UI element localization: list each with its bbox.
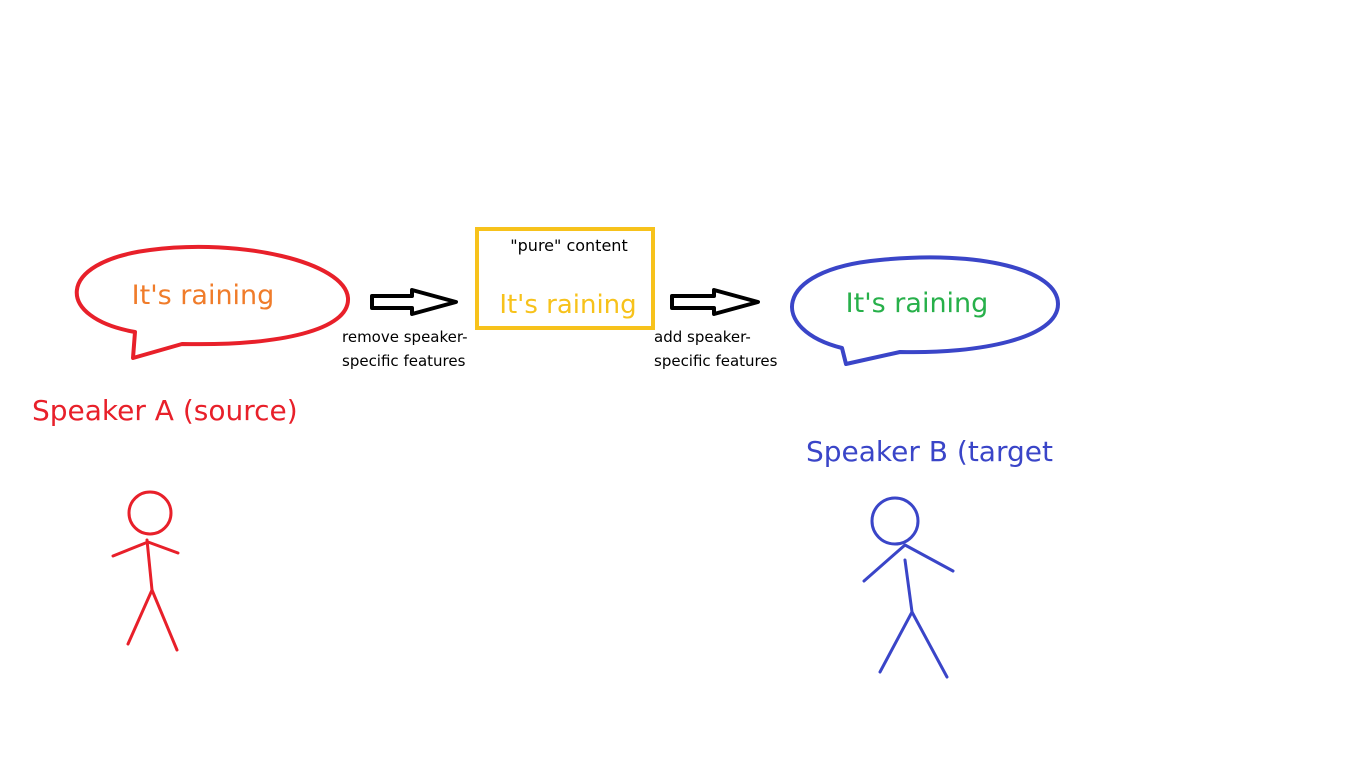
pure-content-box	[475, 227, 655, 330]
remove-features-label-line1: remove speaker-	[342, 328, 468, 346]
speaker-a-head	[127, 490, 173, 536]
pure-content-text: It's raining	[499, 290, 636, 320]
remove-features-label-line2: specific features	[342, 352, 466, 370]
remove-features-arrow	[370, 288, 458, 316]
speaker-b-head	[870, 496, 920, 546]
add-features-arrow	[670, 288, 760, 316]
speaker-b-body	[903, 558, 914, 614]
speaker-b-bubble-text: It's raining	[846, 288, 989, 319]
speaker-a-speech-bubble	[74, 244, 351, 360]
speaker-b-speech-bubble	[790, 255, 1060, 366]
speaker-a-bubble-text: It's raining	[132, 280, 275, 311]
speaker-b-legs	[878, 610, 949, 679]
speaker-a-label: Speaker A (source)	[32, 394, 298, 427]
speaker-b-stick-figure	[862, 496, 955, 679]
speaker-b-label: Speaker B (target	[806, 435, 1053, 468]
speaker-a-legs	[126, 588, 179, 652]
pure-content-title: "pure" content	[510, 236, 627, 255]
add-features-label-line1: add speaker-	[654, 328, 751, 346]
add-features-label-line2: specific features	[654, 352, 778, 370]
speaker-a-body	[145, 538, 154, 592]
speaker-a-stick-figure	[111, 490, 180, 652]
speaker-b-arms	[862, 543, 955, 583]
speaker-a-arms	[111, 540, 180, 558]
